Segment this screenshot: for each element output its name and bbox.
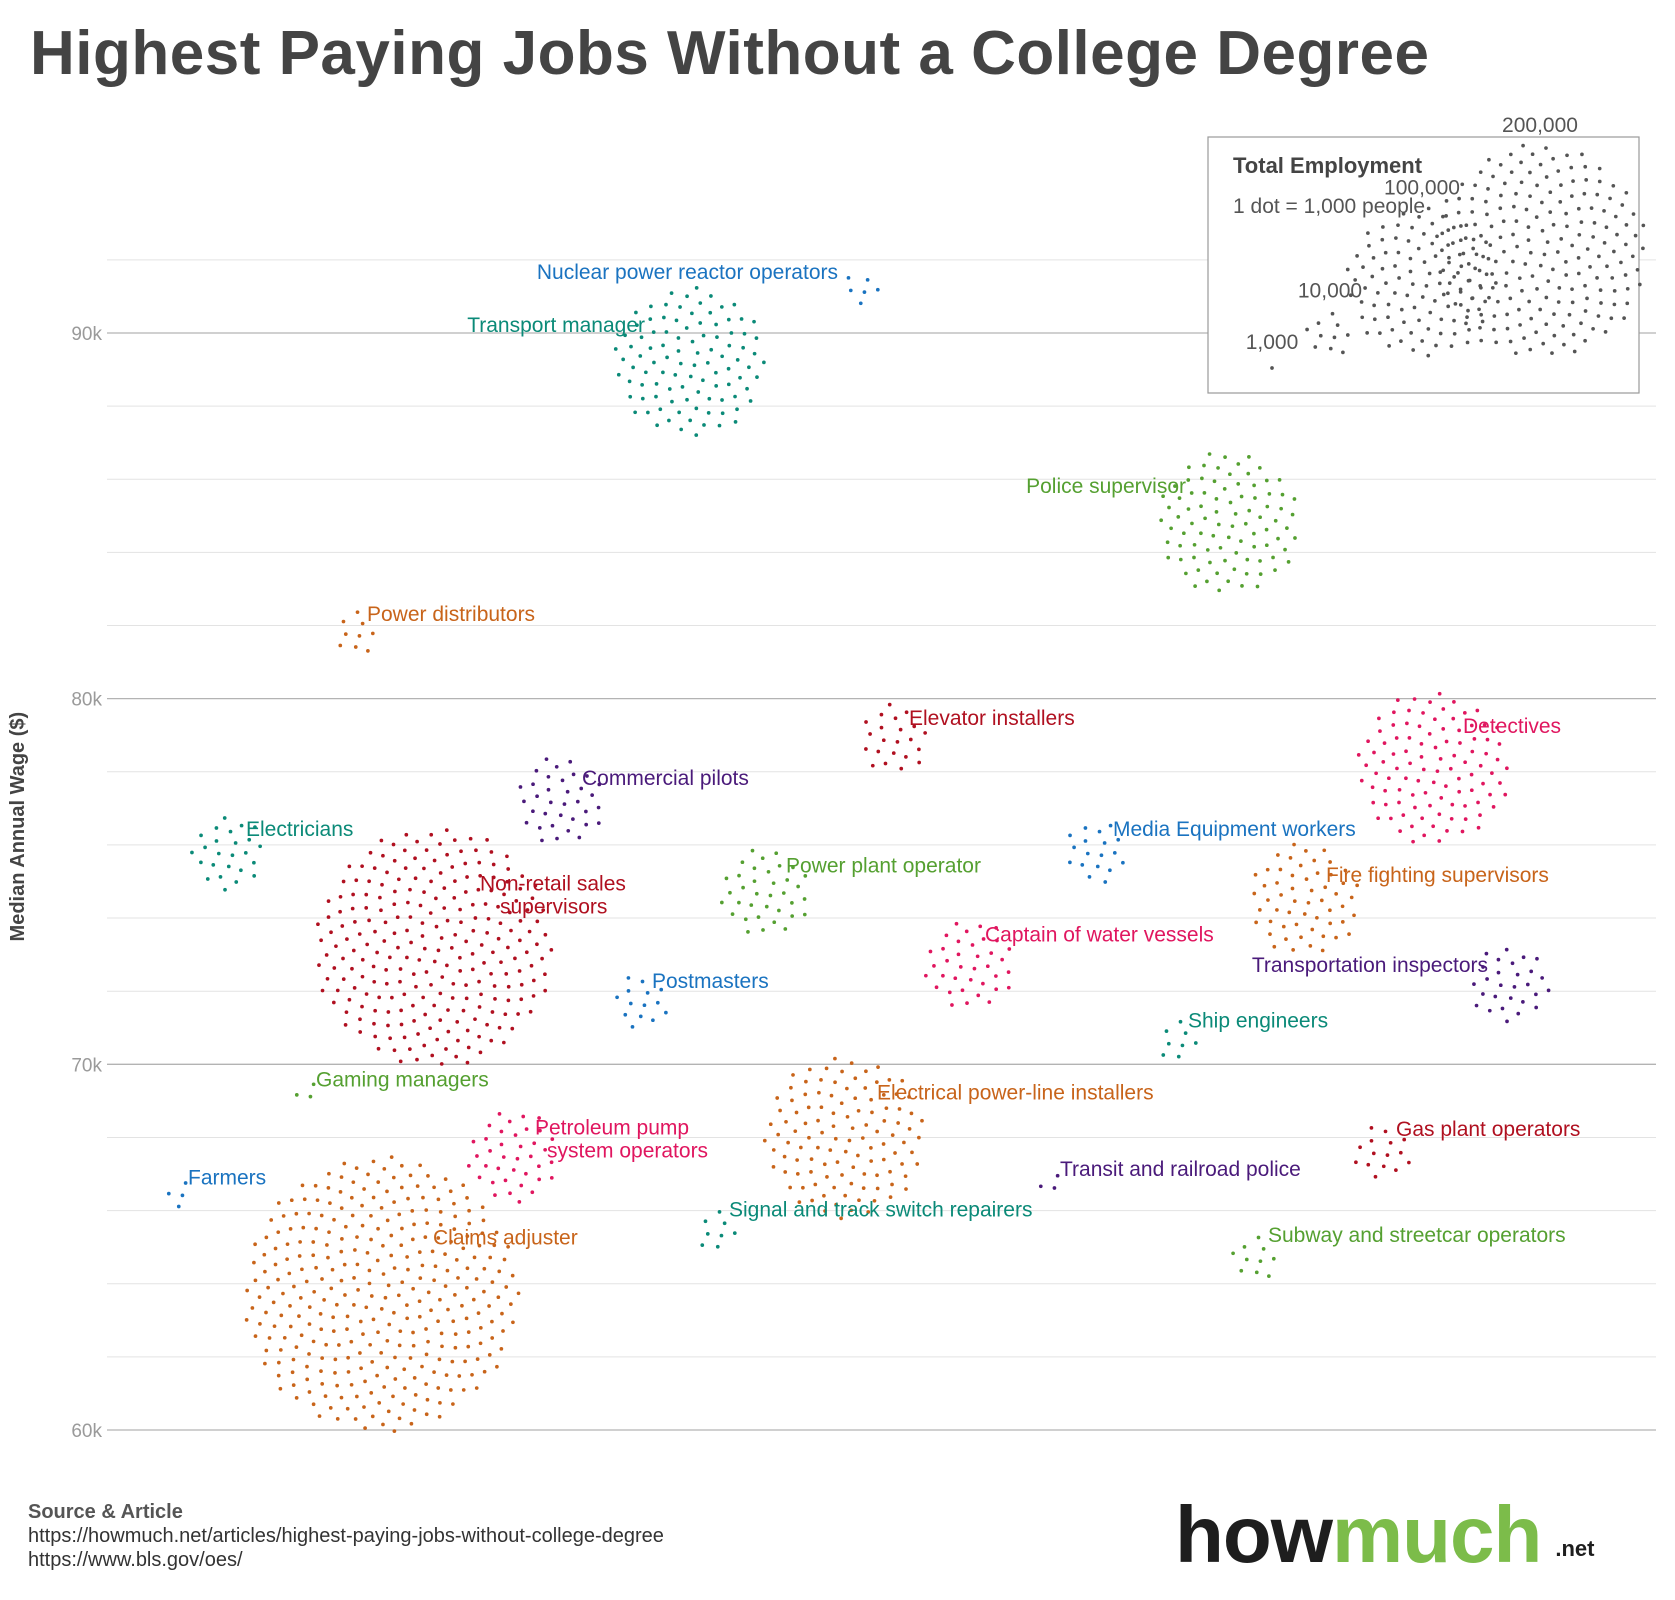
job-label-ship-engineers: Ship engineers	[1188, 1009, 1328, 1032]
logo-tld: .net	[1555, 1536, 1595, 1561]
job-label-transport-manager: Transport manager	[467, 314, 645, 337]
job-point-elevator-installers	[864, 702, 927, 771]
job-label-subway-and-streetcar-operators: Subway and streetcar operators	[1268, 1224, 1566, 1247]
y-axis-title: Median Annual Wage ($)	[7, 712, 29, 942]
job-point-captain-of-water-vessels	[924, 921, 1012, 1007]
job-label-electrical-power-line-installers: Electrical power-line installers	[877, 1081, 1154, 1104]
legend-label-10-000: 10,000	[1298, 280, 1362, 303]
job-label-power-plant-operator: Power plant operator	[786, 854, 981, 877]
source-heading: Source & Article	[28, 1501, 183, 1523]
job-label-elevator-installers: Elevator installers	[909, 707, 1075, 730]
job-label-claims-adjuster: Claims adjuster	[433, 1227, 578, 1250]
job-label-nuclear-power-reactor-operators: Nuclear power reactor operators	[537, 261, 838, 284]
job-point-claims-adjuster	[244, 1155, 521, 1434]
legend-title: Total Employment	[1233, 153, 1423, 178]
job-label-petroleum-pump-system-operators: Petroleum pump system operators	[535, 1117, 708, 1163]
source-link-bls[interactable]: https://www.bls.gov/oes/	[28, 1549, 243, 1571]
source-block: Source & Article https://howmuch.net/art…	[28, 1500, 664, 1572]
job-point-detectives	[1356, 691, 1509, 844]
y-tick-label: 90k	[71, 324, 102, 345]
job-label-transportation-inspectors: Transportation inspectors	[1252, 954, 1488, 977]
y-tick-label: 70k	[71, 1055, 102, 1076]
job-point-non-retail-sales-supervisors	[316, 828, 554, 1066]
chart-title: Highest Paying Jobs Without a College De…	[30, 19, 1430, 88]
job-label-postmasters: Postmasters	[652, 970, 769, 993]
job-label-gaming-managers: Gaming managers	[316, 1069, 489, 1092]
job-label-gas-plant-operators: Gas plant operators	[1396, 1118, 1580, 1141]
job-point-electrical-power-line-installers	[762, 1056, 924, 1221]
legend-box	[1207, 136, 1640, 394]
job-label-detectives: Detectives	[1463, 715, 1561, 738]
job-label-transit-and-railroad-police: Transit and railroad police	[1060, 1158, 1301, 1181]
job-point-subway-and-streetcar-operators	[1231, 1235, 1276, 1279]
job-point-commercial-pilots	[518, 757, 602, 843]
logo-how: how	[1175, 1490, 1333, 1579]
legend-sample-100-000	[1345, 206, 1498, 358]
legend-label-1-000: 1,000	[1246, 331, 1299, 354]
job-label-police-supervisor: Police supervisor	[1026, 475, 1186, 498]
job-label-electricians: Electricians	[246, 818, 353, 841]
job-point-nuclear-power-reactor-operators	[846, 275, 880, 306]
job-label-media-equipment-workers: Media Equipment workers	[1113, 818, 1356, 841]
job-point-media-equipment-workers	[1068, 823, 1125, 884]
job-point-transport-manager	[613, 286, 766, 437]
job-label-power-distributors: Power distributors	[367, 603, 535, 626]
job-label-commercial-pilots: Commercial pilots	[582, 767, 749, 790]
y-tick-label: 60k	[71, 1421, 102, 1442]
job-point-farmers	[166, 1181, 188, 1209]
job-label-signal-and-track-switch-repairers: Signal and track switch repairers	[729, 1199, 1032, 1222]
legend-sample-1-000	[1270, 366, 1274, 370]
job-point-postmasters	[615, 976, 668, 1029]
job-point-ship-engineers	[1161, 1019, 1198, 1059]
howmuch-logo: howmuch .net	[1175, 1490, 1594, 1580]
job-label-farmers: Farmers	[188, 1166, 266, 1189]
job-point-power-plant-operator	[720, 848, 808, 934]
job-point-transit-and-railroad-police	[1038, 1173, 1060, 1190]
job-point-police-supervisor	[1159, 452, 1297, 593]
job-point-gas-plant-operators	[1354, 1125, 1411, 1179]
job-label-fire-fighting-supervisors: Fire fighting supervisors	[1326, 864, 1549, 887]
legend-label-100-000: 100,000	[1384, 177, 1460, 200]
job-label-captain-of-water-vessels: Captain of water vessels	[985, 924, 1214, 947]
y-tick-label: 80k	[71, 690, 102, 711]
source-link-article[interactable]: https://howmuch.net/articles/highest-pay…	[28, 1525, 664, 1547]
job-label-non-retail-sales-supervisors: Non-retail sales supervisors	[480, 872, 626, 918]
legend-subtitle: 1 dot = 1,000 people	[1233, 195, 1425, 218]
logo-much: much	[1331, 1490, 1542, 1579]
legend-sample-200-000	[1435, 143, 1646, 356]
legend-label-200-000: 200,000	[1502, 114, 1578, 137]
job-point-fire-fighting-supervisors	[1252, 842, 1359, 953]
job-point-signal-and-track-switch-repairers	[700, 1210, 737, 1249]
job-point-transportation-inspectors	[1472, 947, 1551, 1024]
job-point-electricians	[190, 816, 262, 892]
job-point-power-distributors	[338, 610, 375, 653]
legend-sample-10-000	[1305, 311, 1350, 355]
job-point-gaming-managers	[294, 1082, 316, 1099]
job-point-petroleum-pump-system-operators	[467, 1112, 555, 1204]
